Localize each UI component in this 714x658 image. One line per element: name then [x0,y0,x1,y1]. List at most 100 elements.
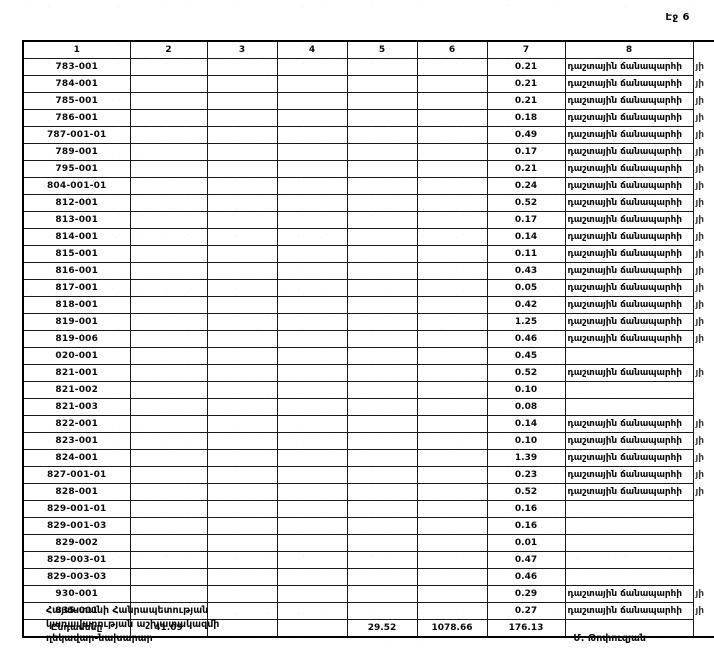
cell-col1: 829-003-01 [22,551,131,569]
cell-col6 [416,109,488,127]
cell-col3 [206,194,278,212]
cell-col5 [346,330,418,348]
cell-col2 [129,466,208,484]
cell-col9: յի [695,486,705,497]
table-body: 783-001 0.21 դաշտային ճանապարհի յի 784-001 0.… [22,58,714,638]
cell-col9: յի [695,146,705,157]
cell-col4 [276,75,348,93]
cell-col8: դաշտային ճանապարհի [564,92,694,110]
cell-col3 [206,211,278,229]
cell-col8 [564,398,694,416]
cell-col3 [206,551,278,569]
cell-col8 [564,534,694,552]
table-row: 829-001-03 0.16 [22,517,714,535]
page-number-label: Էջ 6 [665,12,690,23]
cell-col1: 829-001-01 [22,500,131,518]
cell-col5 [346,517,418,535]
cell-col3 [206,143,278,161]
cell-col6 [416,279,488,297]
table-row: 818-001 0.42 դաշտային ճանապարհի յի [22,296,714,314]
cell-col9: յի [695,112,705,123]
cell-col8 [564,500,694,518]
cell-col7: 0.23 [486,466,566,484]
cell-col8: դաշտային ճանապարհի [564,143,694,161]
cell-col1: 829-002 [22,534,131,552]
cell-col7: 0.24 [486,177,566,195]
table-row: 812-001 0.52 դաշտային ճանապարհի յի [22,194,714,212]
cell-col8 [564,347,694,365]
cell-col4 [276,245,348,263]
cell-col1: 795-001 [22,160,131,178]
cell-col1: 814-001 [22,228,131,246]
cell-col2 [129,126,208,144]
cell-col9: յի [695,163,705,174]
cell-col5 [346,279,418,297]
land-parcels-table: 1 2 3 4 5 6 7 8 783-001 0.21 դաշտային ճանա… [22,40,714,638]
cell-col4 [276,109,348,127]
cell-col8: դաշտային ճանապարհի [564,58,694,76]
table-row: 789-001 0.17 դաշտային ճանապարհի յի [22,143,714,161]
table-row: 787-001-01 0.49 դաշտային ճանապարհի յի [22,126,714,144]
cell-col7: 0.14 [486,228,566,246]
column-header-9-cutoff [693,41,714,59]
cell-col6 [416,228,488,246]
cell-col9 [693,518,714,535]
cell-col7: 0.47 [486,551,566,569]
cell-col4 [276,313,348,331]
cell-col8: դաշտային ճանապարհի [564,75,694,93]
cell-col3 [206,415,278,433]
cell-col7: 0.42 [486,296,566,314]
table-header-row: 1 2 3 4 5 6 7 8 [22,40,714,59]
cell-col7: 0.14 [486,415,566,433]
cell-col4 [276,194,348,212]
table-row: 822-001 0.14 դաշտային ճանապարհի յի [22,415,714,433]
cell-col8: դաշտային ճանապարհի [564,228,694,246]
cell-col3 [206,126,278,144]
cell-col2 [129,143,208,161]
cell-col4 [276,228,348,246]
table-row: 784-001 0.21 դաշտային ճանապարհի յի [22,75,714,93]
cell-col8: դաշտային ճանապարհի [564,432,694,450]
cell-col7: 0.21 [486,75,566,93]
cell-col5 [346,500,418,518]
cell-col9: յի [695,214,705,225]
cell-col7: 0.52 [486,194,566,212]
cell-col4 [276,517,348,535]
table-row: 829-003-01 0.47 [22,551,714,569]
cell-col7: 0.10 [486,381,566,399]
cell-col6 [416,517,488,535]
cell-col7: 0.46 [486,330,566,348]
cell-col7: 0.17 [486,211,566,229]
column-header-3: 3 [206,40,278,59]
cell-col6 [416,160,488,178]
cell-col3 [206,109,278,127]
cell-col5 [346,483,418,501]
cell-col5 [346,398,418,416]
table-row: 020-001 0.45 [22,347,714,365]
cell-col4 [276,126,348,144]
table-row: 819-006 0.46 դաշտային ճանապարհի յի [22,330,714,348]
cell-col4 [276,330,348,348]
cell-col7: 0.18 [486,109,566,127]
cell-col1: 821-002 [22,381,131,399]
cell-col3 [206,262,278,280]
cell-col6 [416,500,488,518]
cell-col5 [346,143,418,161]
cell-col9: յի [695,248,705,259]
cell-col4 [276,381,348,399]
cell-col4 [276,398,348,416]
cell-col4 [276,143,348,161]
cell-col3 [206,500,278,518]
cell-col7: 0.11 [486,245,566,263]
cell-col8: դաշտային ճանապարհի [564,585,694,603]
cell-col4 [276,279,348,297]
cell-col1: 804-001-01 [22,177,131,195]
cell-col8 [564,517,694,535]
cell-col1: 828-001 [22,483,131,501]
cell-col9: յի [695,605,705,616]
cell-col2 [129,534,208,552]
cell-col1: 823-001 [22,432,131,450]
table-header: 1 2 3 4 5 6 7 8 [22,40,714,59]
cell-col3 [206,347,278,365]
cell-col5 [346,92,418,110]
